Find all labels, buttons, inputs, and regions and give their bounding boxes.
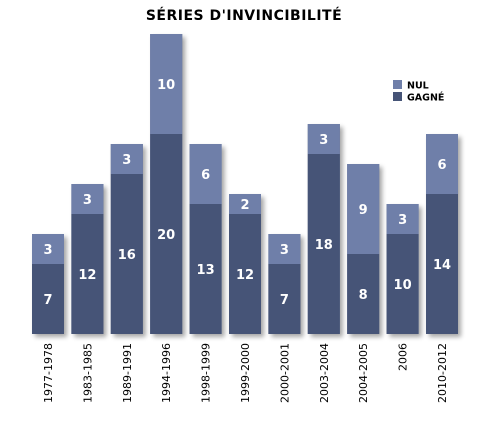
data-label: 3 [319, 133, 328, 148]
x-axis-tick-labels: 1977-1978 1983-1985 1989-1991 1994-1996 1998… [42, 343, 449, 403]
bar-segment-gagne [150, 134, 183, 334]
bar-stack-1977-1978: 73 [32, 234, 64, 334]
x-tick-label: 2006 [397, 343, 410, 371]
x-tick-label: 1999-2000 [239, 343, 252, 403]
data-label: 7 [43, 293, 52, 308]
bar-segment-nul [189, 144, 222, 204]
data-label: 12 [78, 268, 96, 283]
bar-segment-nul [307, 124, 340, 154]
data-label: 8 [359, 288, 368, 303]
bar-segment-nul [347, 164, 380, 254]
bar-segment-nul [229, 194, 261, 214]
chart-title: SÉRIES D'INVINCIBILITÉ [146, 7, 342, 24]
data-label: 6 [201, 168, 210, 183]
bar-stack-2010-2012: 14 6 [426, 134, 458, 334]
data-label: 7 [280, 293, 289, 308]
data-label: 16 [118, 248, 136, 263]
data-label: 20 [157, 228, 175, 243]
bar-stack-1994-1996: 2010 [150, 34, 183, 334]
bar-stack-2004-2005: 89 [347, 164, 380, 334]
bar-segment-nul [32, 234, 64, 264]
data-label: 3 [280, 243, 289, 258]
bar-segment-nul [268, 234, 301, 264]
data-label: 3 [398, 213, 407, 228]
x-tick-label: 2000-2001 [278, 343, 291, 403]
bar-segment-gagne [189, 204, 222, 334]
data-label: 12 [236, 268, 254, 283]
bar-segment-nul [110, 144, 143, 174]
bar-segment-gagne [229, 214, 261, 334]
legend-swatch [393, 80, 402, 89]
bar-segment-nul [150, 34, 183, 134]
bar-stack-1983-1985: 12 3 [71, 184, 104, 334]
x-tick-label: 1998-1999 [200, 343, 213, 403]
x-tick-label: 1989-1991 [121, 343, 134, 403]
bar-segment-gagne [307, 154, 340, 334]
bar-segment-nul [426, 134, 458, 194]
legend-swatch [393, 92, 402, 101]
bar-stack-1998-1999: 13 6 [189, 144, 222, 334]
x-tick-label: 1977-1978 [42, 343, 55, 403]
x-tick-label: 2010-2012 [436, 343, 449, 403]
data-label: 3 [83, 193, 92, 208]
legend-item-nul: NUL [393, 80, 429, 92]
bar-segment-gagne [110, 174, 143, 334]
bar-segment-nul [71, 184, 104, 214]
bar-segment-nul [386, 204, 419, 234]
bar-stack-2003-2004: 18 3 [307, 124, 340, 334]
bar-stack-2000-2001: 73 [268, 234, 301, 334]
bar-segment-gagne [426, 194, 458, 334]
x-tick-label: 2003-2004 [318, 343, 331, 403]
bar-stack-1989-1991: 16 3 [110, 144, 143, 334]
data-label: 14 [433, 258, 451, 273]
data-label: 13 [197, 263, 215, 278]
bar-stack-1999-2000: 12 2 [229, 194, 261, 334]
data-label: 3 [122, 153, 131, 168]
bar-segment-gagne [71, 214, 104, 334]
legend-item-gagne: GAGNÉ [393, 92, 444, 104]
bar-segment-gagne [32, 264, 64, 334]
data-label: 6 [437, 158, 446, 173]
legend-label: GAGNÉ [407, 92, 444, 104]
bar-segment-gagne [386, 234, 419, 334]
x-tick-label: 1994-1996 [160, 343, 173, 403]
data-label: 10 [157, 78, 175, 93]
data-label: 10 [394, 278, 412, 293]
bar-segment-gagne [268, 264, 301, 334]
x-tick-label: 2004-2005 [357, 343, 370, 403]
legend-label: NUL [407, 81, 429, 92]
bar-segment-gagne [347, 254, 380, 334]
data-label: 2 [240, 198, 249, 213]
data-label: 18 [315, 238, 333, 253]
data-label: 9 [359, 203, 368, 218]
data-label: 3 [43, 243, 52, 258]
x-tick-label: 1983-1985 [81, 343, 94, 403]
bar-stack-2006: 10 3 [386, 204, 419, 334]
